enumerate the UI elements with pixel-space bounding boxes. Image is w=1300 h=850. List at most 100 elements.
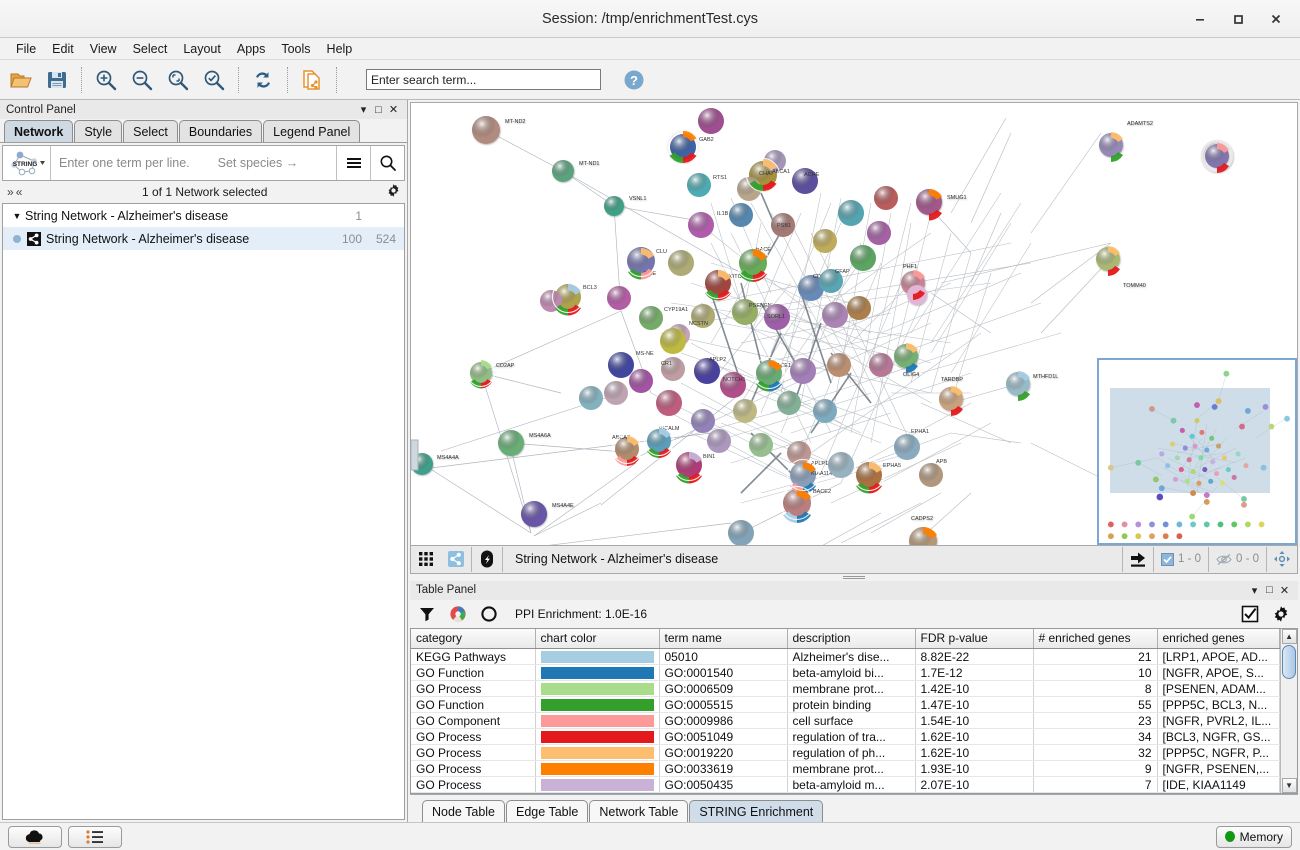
table-panel-close-icon[interactable]: ✕ bbox=[1279, 584, 1290, 597]
cloud-icon[interactable] bbox=[8, 825, 62, 848]
right-side: MT-ND2 MT-ND1 VSNL1 CD2AP MS4A4A MS4A6A bbox=[408, 100, 1300, 822]
filter-icon[interactable] bbox=[416, 602, 438, 626]
network-overview-minimap[interactable] bbox=[1097, 357, 1297, 545]
menu-select[interactable]: Select bbox=[132, 41, 168, 56]
maximize-button[interactable] bbox=[1222, 6, 1254, 32]
column-header-fdr-pvalue[interactable]: FDR p-value bbox=[915, 628, 1034, 649]
tab-string-enrichment[interactable]: STRING Enrichment bbox=[689, 800, 824, 822]
column-header-enriched-genes[interactable]: enriched genes bbox=[1157, 628, 1281, 649]
set-species-link[interactable]: Set species → bbox=[217, 156, 299, 170]
table-row[interactable]: GO Component GO:0009986 cell surface 1.54E-… bbox=[411, 712, 1281, 729]
table-row[interactable]: GO Process GO:0019220 regulation of ph... 1… bbox=[411, 744, 1281, 761]
table-tabs: Node Table Edge Table Network Table STRI… bbox=[410, 794, 1298, 822]
scroll-up-arrow-icon[interactable]: ▲ bbox=[1281, 628, 1297, 644]
menu-help[interactable]: Help bbox=[326, 41, 353, 56]
tree-child-row[interactable]: String Network - Alzheimer's disease 100… bbox=[3, 227, 404, 250]
share-icon[interactable] bbox=[441, 546, 471, 573]
color-swatch bbox=[540, 666, 654, 679]
tab-legend-panel[interactable]: Legend Panel bbox=[263, 120, 361, 142]
cell-enriched-genes: [BCL3, NGFR, GS... bbox=[1157, 728, 1281, 745]
table-row[interactable]: GO Function GO:0005515 protein binding 1.47… bbox=[411, 696, 1281, 713]
menu-edit[interactable]: Edit bbox=[52, 41, 74, 56]
control-panel-close-icon[interactable]: ✕ bbox=[388, 104, 399, 116]
network-settings-gear-icon[interactable] bbox=[386, 183, 401, 201]
expand-all-icon[interactable]: « bbox=[15, 185, 23, 199]
tab-boundaries[interactable]: Boundaries bbox=[178, 120, 263, 142]
refresh-icon[interactable] bbox=[246, 63, 280, 97]
cell-enriched-count: 55 bbox=[1033, 696, 1158, 713]
column-header-enriched-count[interactable]: # enriched genes bbox=[1033, 628, 1158, 649]
control-panel-maximize-icon[interactable]: □ bbox=[375, 103, 382, 116]
enrichment-table-wrapper[interactable]: category chart color term name descripti… bbox=[410, 627, 1298, 794]
select-all-checkbox-icon[interactable] bbox=[1239, 602, 1261, 626]
tab-network-table[interactable]: Network Table bbox=[589, 800, 689, 822]
scrollbar-thumb[interactable] bbox=[1282, 644, 1297, 679]
column-header-term-name[interactable]: term name bbox=[659, 628, 788, 649]
table-row[interactable]: GO Process GO:0033619 membrane prot... 1.93… bbox=[411, 760, 1281, 777]
string-logo-dropdown[interactable]: STRING bbox=[3, 146, 51, 180]
search-input[interactable] bbox=[366, 69, 601, 90]
zoom-out-icon[interactable] bbox=[125, 63, 159, 97]
grid-icon[interactable] bbox=[411, 546, 441, 573]
tab-network[interactable]: Network bbox=[4, 120, 74, 142]
close-button[interactable] bbox=[1260, 6, 1292, 32]
export-network-icon[interactable] bbox=[295, 63, 329, 97]
task-list-icon[interactable] bbox=[68, 825, 122, 848]
tree-root-row[interactable]: ▼ String Network - Alzheimer's disease 1 bbox=[3, 204, 404, 227]
menu-view[interactable]: View bbox=[89, 41, 117, 56]
fit-content-icon[interactable] bbox=[1267, 546, 1297, 573]
table-panel-maximize-icon[interactable]: □ bbox=[1266, 584, 1273, 596]
table-settings-gear-icon[interactable] bbox=[1270, 602, 1292, 626]
string-options-menu-icon[interactable] bbox=[336, 146, 370, 180]
tree-expand-arrow-icon[interactable]: ▼ bbox=[12, 210, 22, 221]
minimize-button[interactable] bbox=[1184, 6, 1216, 32]
zoom-fit-display-icon[interactable] bbox=[197, 63, 231, 97]
tab-node-table[interactable]: Node Table bbox=[422, 800, 506, 822]
table-row[interactable]: GO Process GO:0051049 regulation of tra...… bbox=[411, 728, 1281, 745]
table-row[interactable]: GO Function GO:0001540 beta-amyloid bi... 1… bbox=[411, 664, 1281, 681]
scroll-down-arrow-icon[interactable]: ▼ bbox=[1281, 778, 1297, 793]
title-bar: Session: /tmp/enrichmentTest.cys bbox=[0, 0, 1300, 38]
menu-apps[interactable]: Apps bbox=[236, 41, 266, 56]
column-header-category[interactable]: category bbox=[411, 628, 536, 649]
tab-edge-table[interactable]: Edge Table bbox=[506, 800, 589, 822]
cell-enriched-count: 9 bbox=[1033, 760, 1158, 777]
tab-style[interactable]: Style bbox=[74, 120, 123, 142]
string-search-icon[interactable] bbox=[370, 146, 404, 180]
export-image-icon[interactable] bbox=[1123, 546, 1153, 573]
collapse-all-icon[interactable]: » bbox=[7, 185, 14, 199]
menu-file[interactable]: File bbox=[16, 41, 37, 56]
open-folder-icon[interactable] bbox=[4, 63, 38, 97]
svg-text:?: ? bbox=[630, 73, 638, 88]
network-canvas[interactable]: MT-ND2 MT-ND1 VSNL1 CD2AP MS4A4A MS4A6A bbox=[411, 103, 1297, 546]
table-panel-float-icon[interactable]: ▾ bbox=[1251, 584, 1258, 597]
tree-root-count: 1 bbox=[355, 208, 362, 223]
zoom-fit-selected-icon[interactable] bbox=[161, 63, 195, 97]
control-panel-float-icon[interactable]: ▾ bbox=[360, 104, 367, 116]
table-row[interactable]: GO Process GO:0006509 membrane prot... 1.42… bbox=[411, 680, 1281, 697]
zoom-in-icon[interactable] bbox=[89, 63, 123, 97]
minimap-viewport-rect[interactable] bbox=[1110, 387, 1270, 493]
tab-select[interactable]: Select bbox=[123, 120, 178, 142]
panel-splitter[interactable] bbox=[408, 573, 1300, 581]
table-vertical-scrollbar[interactable]: ▲ ▼ bbox=[1280, 628, 1297, 793]
string-query-input[interactable]: Enter one term per line. Set species → bbox=[51, 146, 336, 180]
control-panel-tabs: Network Style Select Boundaries Legend P… bbox=[0, 119, 407, 143]
donut-chart-icon[interactable] bbox=[478, 602, 500, 626]
column-header-chart-color[interactable]: chart color bbox=[535, 628, 660, 649]
pie-chart-icon[interactable] bbox=[447, 602, 469, 626]
svg-text:CHAT: CHAT bbox=[759, 171, 774, 177]
table-row[interactable]: GO Process GO:0050435 beta-amyloid m... 2.0… bbox=[411, 776, 1281, 793]
selected-nodes-value: 1 - 0 bbox=[1177, 553, 1201, 566]
memory-status-button[interactable]: Memory bbox=[1215, 825, 1292, 848]
menu-layout[interactable]: Layout bbox=[183, 41, 221, 56]
column-header-description[interactable]: description bbox=[787, 628, 916, 649]
cell-chart-color bbox=[535, 664, 660, 681]
networks-selected-label: 1 of 1 Network selected bbox=[141, 185, 268, 199]
help-icon[interactable]: ? bbox=[617, 63, 651, 97]
table-row[interactable]: KEGG Pathways 05010 Alzheimer's dise... 8.8… bbox=[411, 648, 1281, 665]
network-view[interactable]: MT-ND2 MT-ND1 VSNL1 CD2AP MS4A4A MS4A6A bbox=[410, 102, 1298, 546]
menu-tools[interactable]: Tools bbox=[281, 41, 311, 56]
save-disk-icon[interactable] bbox=[40, 63, 74, 97]
annotation-icon[interactable] bbox=[472, 546, 502, 573]
